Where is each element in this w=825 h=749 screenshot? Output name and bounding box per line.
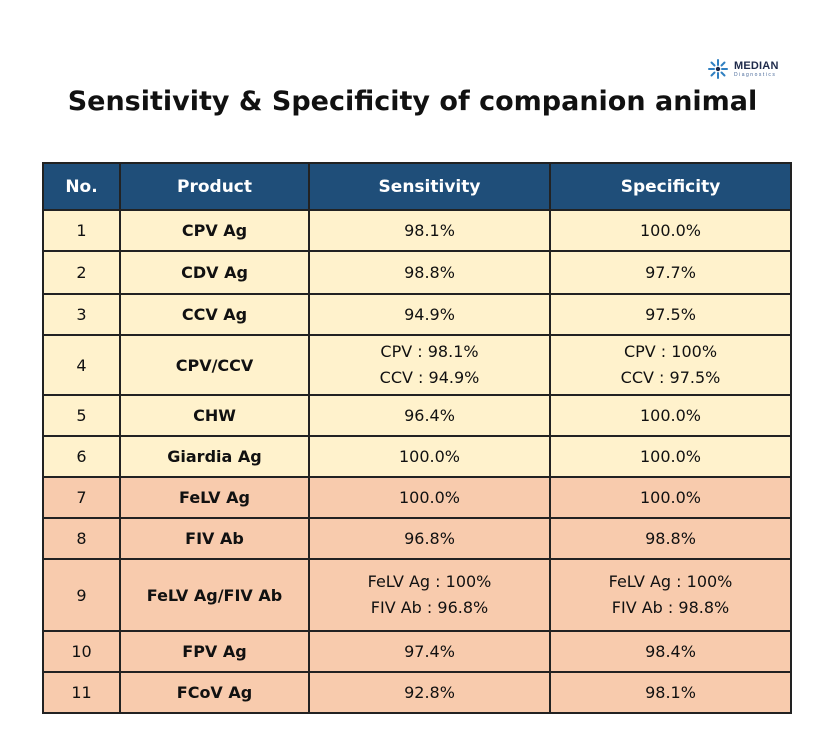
cell-sensitivity: 98.8%: [308, 250, 551, 295]
cell-product: Giardia Ag: [119, 435, 310, 478]
specificity-value: 100.0%: [639, 405, 701, 425]
table-row: 2 CDV Ag 98.8% 97.7%: [42, 250, 792, 295]
cell-no: 3: [42, 293, 121, 336]
header-no: No.: [42, 162, 121, 211]
cell-sensitivity: FeLV Ag : 100% FIV Ab : 96.8%: [308, 558, 551, 632]
sensitivity-value: 100.0%: [398, 487, 460, 507]
table-row: 5 CHW 96.4% 100.0%: [42, 394, 792, 437]
median-logo-icon: [708, 59, 728, 79]
table-row: 7 FeLV Ag 100.0% 100.0%: [42, 476, 792, 519]
cell-sensitivity: 96.8%: [308, 517, 551, 560]
table-row: 4 CPV/CCV CPV : 98.1% CCV : 94.9% CPV : 100%…: [42, 334, 792, 396]
cell-specificity: 100.0%: [549, 476, 792, 519]
specificity-value: 97.5%: [645, 304, 696, 324]
cell-product: FeLV Ag/FIV Ab: [119, 558, 310, 632]
cell-product: CPV Ag: [119, 209, 310, 252]
cell-specificity: 100.0%: [549, 435, 792, 478]
table-row: 10 FPV Ag 97.4% 98.4%: [42, 630, 792, 673]
sensitivity-value: FeLV Ag : 100%: [367, 572, 492, 591]
table-row: 1 CPV Ag 98.1% 100.0%: [42, 209, 792, 252]
cell-product: FCoV Ag: [119, 671, 310, 714]
specificity-value: 97.7%: [645, 262, 696, 282]
cell-specificity: 100.0%: [549, 209, 792, 252]
sensitivity-value: FIV Ab : 96.8%: [370, 598, 489, 617]
cell-sensitivity: 94.9%: [308, 293, 551, 336]
sensitivity-value: 94.9%: [404, 304, 455, 324]
table-row: 11 FCoV Ag 92.8% 98.1%: [42, 671, 792, 714]
sensitivity-value: 92.8%: [404, 682, 455, 702]
cell-sensitivity: 96.4%: [308, 394, 551, 437]
cell-specificity: 98.8%: [549, 517, 792, 560]
logo-name: MEDIAN: [734, 59, 779, 72]
header-sensitivity: Sensitivity: [308, 162, 551, 211]
cell-product: FIV Ab: [119, 517, 310, 560]
cell-no: 2: [42, 250, 121, 295]
specificity-value: 98.4%: [645, 641, 696, 661]
cell-specificity: CPV : 100% CCV : 97.5%: [549, 334, 792, 396]
sensitivity-value: 96.4%: [404, 405, 455, 425]
sensitivity-value: CPV : 98.1%: [380, 342, 479, 361]
table-header-row: No. Product Sensitivity Specificity: [42, 162, 792, 211]
cell-sensitivity: 98.1%: [308, 209, 551, 252]
specificity-value: CPV : 100%: [623, 342, 718, 361]
logo-subtitle: Diagnostics: [734, 71, 777, 78]
specificity-value: 98.1%: [645, 682, 696, 702]
sensitivity-value: 98.8%: [404, 262, 455, 282]
cell-no: 1: [42, 209, 121, 252]
table-row: 9 FeLV Ag/FIV Ab FeLV Ag : 100% FIV Ab : 96…: [42, 558, 792, 632]
cell-no: 11: [42, 671, 121, 714]
median-logo: MEDIAN Diagnostics: [706, 56, 779, 82]
results-table: No. Product Sensitivity Specificity 1 CPV…: [42, 162, 792, 714]
sensitivity-value: 97.4%: [404, 641, 455, 661]
cell-no: 7: [42, 476, 121, 519]
table-row: 8 FIV Ab 96.8% 98.8%: [42, 517, 792, 560]
sensitivity-value: CCV : 94.9%: [379, 368, 480, 387]
cell-product: CHW: [119, 394, 310, 437]
header-product: Product: [119, 162, 310, 211]
sensitivity-value: 100.0%: [398, 446, 460, 466]
cell-sensitivity: 92.8%: [308, 671, 551, 714]
specificity-value: 100.0%: [639, 220, 701, 240]
cell-sensitivity: 100.0%: [308, 435, 551, 478]
sensitivity-value: 98.1%: [404, 220, 455, 240]
cell-sensitivity: CPV : 98.1% CCV : 94.9%: [308, 334, 551, 396]
page-title: Sensitivity & Specificity of companion a…: [67, 86, 758, 117]
specificity-value: FIV Ab : 98.8%: [611, 598, 730, 617]
header-specificity: Specificity: [549, 162, 792, 211]
table-row: 3 CCV Ag 94.9% 97.5%: [42, 293, 792, 336]
cell-product: CPV/CCV: [119, 334, 310, 396]
cell-no: 8: [42, 517, 121, 560]
specificity-value: 100.0%: [639, 487, 701, 507]
sensitivity-value: 96.8%: [404, 528, 455, 548]
cell-product: CDV Ag: [119, 250, 310, 295]
cell-product: FPV Ag: [119, 630, 310, 673]
cell-product: FeLV Ag: [119, 476, 310, 519]
specificity-value: CCV : 97.5%: [620, 368, 721, 387]
specificity-value: 100.0%: [639, 446, 701, 466]
cell-specificity: 98.1%: [549, 671, 792, 714]
cell-specificity: 98.4%: [549, 630, 792, 673]
cell-product: CCV Ag: [119, 293, 310, 336]
cell-no: 4: [42, 334, 121, 396]
cell-no: 5: [42, 394, 121, 437]
cell-specificity: 97.7%: [549, 250, 792, 295]
cell-specificity: FeLV Ag : 100% FIV Ab : 98.8%: [549, 558, 792, 632]
cell-no: 9: [42, 558, 121, 632]
cell-specificity: 97.5%: [549, 293, 792, 336]
cell-sensitivity: 97.4%: [308, 630, 551, 673]
specificity-value: FeLV Ag : 100%: [608, 572, 733, 591]
table-row: 6 Giardia Ag 100.0% 100.0%: [42, 435, 792, 478]
cell-no: 10: [42, 630, 121, 673]
cell-sensitivity: 100.0%: [308, 476, 551, 519]
specificity-value: 98.8%: [645, 528, 696, 548]
cell-no: 6: [42, 435, 121, 478]
cell-specificity: 100.0%: [549, 394, 792, 437]
